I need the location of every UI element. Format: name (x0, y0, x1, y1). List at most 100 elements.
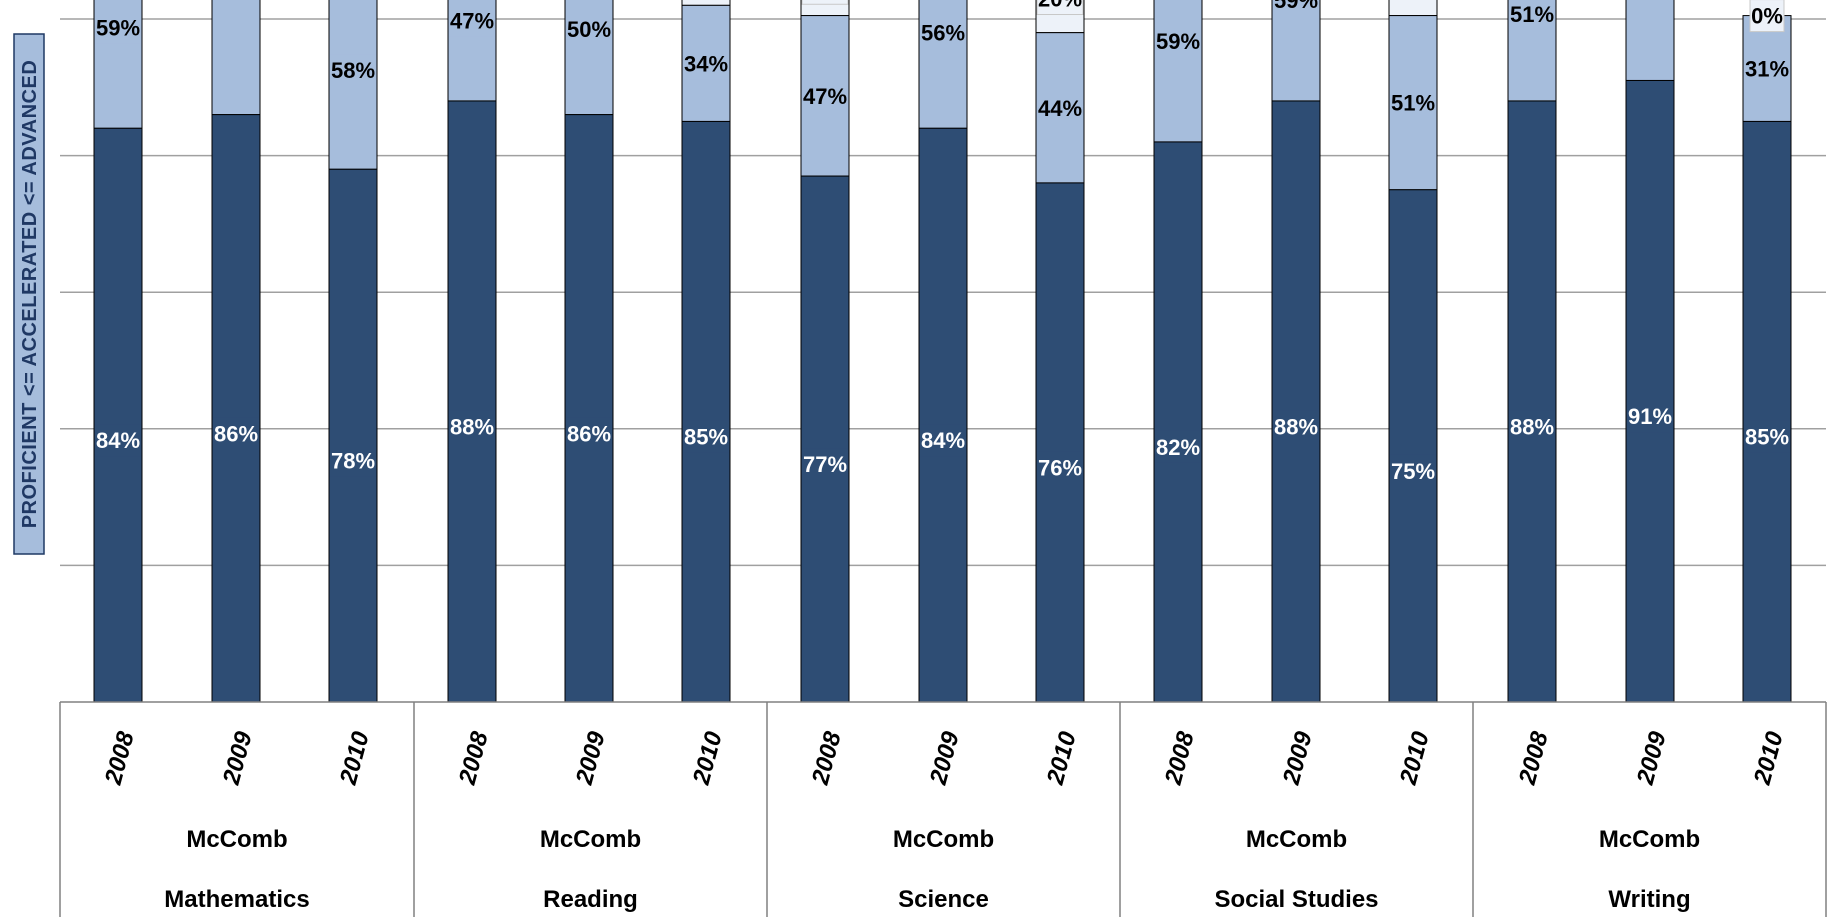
data-label-proficient: 85% (684, 425, 728, 450)
subject-label: Writing (1608, 886, 1690, 913)
data-label-accelerated: 56% (921, 21, 965, 46)
subject-label: Mathematics (164, 886, 309, 913)
subject-label: Science (898, 886, 989, 913)
bar-proficient (1153, 141, 1203, 703)
data-label-accelerated: 58% (331, 58, 375, 83)
data-label-bg (566, 13, 612, 46)
data-label-accelerated: 72% (214, 0, 258, 5)
data-label-bg (1155, 25, 1201, 58)
data-label-accelerated: 34% (684, 51, 728, 76)
year-label: 2010 (335, 728, 375, 788)
data-label-proficient: 88% (1274, 414, 1318, 439)
data-label-bg (213, 417, 259, 450)
data-label-advanced: 0% (1751, 4, 1783, 29)
data-label-bg (920, 424, 966, 457)
y-axis-title: PROFICIENT <= ACCELERATED <= ADVANCED (19, 60, 41, 529)
bar-proficient (800, 175, 850, 703)
bar-accelerated (1271, 0, 1321, 102)
data-label-bg (1155, 430, 1201, 463)
data-label-proficient: 78% (331, 449, 375, 474)
school-label: McComb (1246, 826, 1347, 853)
data-label-accelerated: 59% (1156, 29, 1200, 54)
school-label: McComb (186, 826, 287, 853)
data-label-advanced: 20% (1038, 0, 1082, 12)
data-label-proficient: 75% (1391, 459, 1435, 484)
data-label-accelerated: 44% (1038, 96, 1082, 121)
data-label-bg (1390, 454, 1436, 487)
year-label: 2009 (218, 728, 258, 788)
data-label-bg (920, 16, 966, 49)
bar-accelerated (1153, 0, 1203, 143)
data-label-proficient: 86% (567, 421, 611, 446)
bar-proficient (328, 168, 378, 703)
school-label: McComb (1599, 826, 1700, 853)
year-label: 2010 (1042, 728, 1082, 788)
bar-proficient (1271, 100, 1321, 703)
year-label: 2009 (1278, 728, 1318, 788)
bar-proficient (1388, 189, 1438, 703)
data-label-accelerated: 47% (450, 9, 494, 34)
data-label-bg (1749, 0, 1785, 33)
data-label-bg (802, 79, 848, 112)
data-label-bg (449, 410, 495, 443)
data-label-accelerated: 59% (1274, 0, 1318, 13)
year-label: 2008 (1160, 728, 1200, 788)
data-label-bg (683, 420, 729, 453)
data-label-bg (1036, 0, 1084, 16)
data-label-accelerated: 51% (1391, 91, 1435, 116)
data-label-bg (1273, 0, 1319, 17)
year-label: 2008 (1514, 728, 1554, 788)
data-label-proficient: 77% (803, 452, 847, 477)
data-label-bg (1037, 91, 1083, 124)
school-label: McComb (540, 826, 641, 853)
bar-advanced (1388, 0, 1438, 17)
data-label-bg (330, 54, 376, 87)
data-label-proficient: 88% (450, 414, 494, 439)
bar-proficient (1035, 182, 1085, 703)
data-label-proficient: 84% (96, 428, 140, 453)
data-label-proficient: 84% (921, 428, 965, 453)
bar-proficient (1742, 120, 1792, 703)
data-label-accelerated: 50% (567, 17, 611, 42)
data-label-proficient: 85% (1745, 425, 1789, 450)
school-label: McComb (893, 826, 994, 853)
year-label: 2010 (1749, 728, 1789, 788)
year-label: 2008 (807, 728, 847, 788)
data-label-bg (1744, 420, 1790, 453)
data-label-accelerated: 51% (1510, 2, 1554, 27)
data-label-bg (1390, 86, 1436, 119)
subject-label: Social Studies (1214, 886, 1378, 913)
data-label-proficient: 86% (214, 421, 258, 446)
subject-label: Reading (543, 886, 638, 913)
data-label-bg (683, 47, 729, 80)
data-label-bg (1627, 400, 1673, 433)
data-label-bg (213, 0, 259, 8)
bar-proficient (681, 120, 731, 703)
bar-proficient (211, 114, 261, 703)
bar-accelerated (1625, 0, 1675, 81)
data-label-accelerated: 47% (803, 84, 847, 109)
data-label-accelerated: 31% (1745, 57, 1789, 82)
data-label-bg (801, 0, 849, 5)
data-label-advanced: 16% (803, 0, 847, 1)
data-label-bg (802, 448, 848, 481)
year-label: 2009 (925, 728, 965, 788)
bar-proficient (918, 127, 968, 703)
year-label: 2008 (454, 728, 494, 788)
bar-proficient (447, 100, 497, 703)
data-label-bg (95, 11, 141, 44)
year-label: 2008 (100, 728, 140, 788)
data-label-bg (1509, 0, 1555, 30)
year-label: 2010 (1395, 728, 1435, 788)
bar-accelerated (211, 0, 261, 116)
bar-proficient (1507, 100, 1557, 703)
data-label-accelerated: 59% (96, 16, 140, 41)
data-label-proficient: 82% (1156, 435, 1200, 460)
data-label-bg (449, 4, 495, 37)
bar-advanced (681, 0, 731, 6)
data-label-bg (95, 424, 141, 457)
bar-proficient (1625, 79, 1675, 703)
y-title-box (13, 33, 45, 555)
